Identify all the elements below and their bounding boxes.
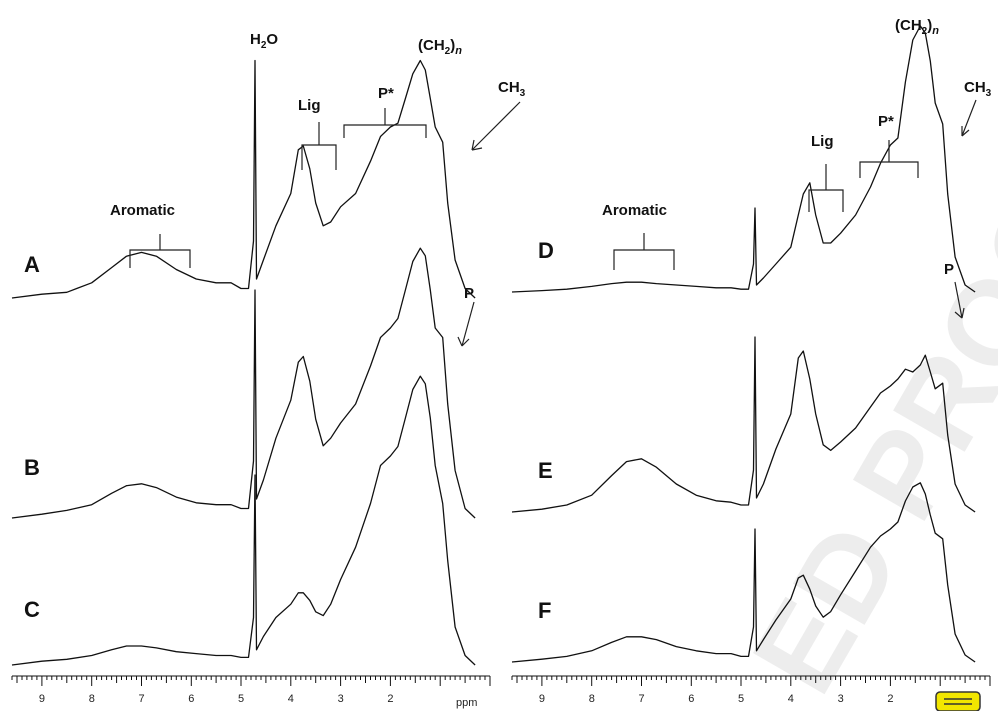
arrow-ch3-left <box>471 101 521 151</box>
label-aromatic-left: Aromatic <box>110 202 175 219</box>
x-tick-label: 6 <box>688 693 694 705</box>
spectra-traces <box>11 25 976 666</box>
spectrum-trace-c <box>11 375 476 666</box>
x-tick-label: 8 <box>89 693 95 705</box>
x-tick-label: 3 <box>838 693 844 705</box>
label-p-right: P <box>944 261 954 278</box>
arrow-ch3-right <box>961 99 977 137</box>
spectrum-trace-b <box>11 247 476 519</box>
spectrum-trace-d <box>511 25 976 293</box>
spectrum-trace-a <box>11 59 476 299</box>
x-tick-label: 4 <box>288 693 294 705</box>
spectrum-label-b: B <box>24 455 40 480</box>
x-tick-label: 2 <box>887 693 893 705</box>
x-tick-label: 4 <box>788 693 794 705</box>
label-pstar-left: P* <box>378 85 394 102</box>
arrow-p-right <box>954 281 965 319</box>
x-tick-label: 8 <box>589 693 595 705</box>
proof-watermark: ED PROOF <box>727 104 998 711</box>
bracket-aromatic-right <box>613 233 675 270</box>
x-tick-label: 7 <box>639 693 645 705</box>
x-tick-label: 5 <box>238 693 244 705</box>
bracket-pstar-right <box>859 140 919 178</box>
bracket-lig-right <box>808 164 844 212</box>
spectrum-label-e: E <box>538 458 553 483</box>
x-axis-unit: ppm <box>456 697 477 709</box>
spectrum-label-f: F <box>538 598 551 623</box>
x-axis-right: 9 8 7 6 5 4 3 2 <box>511 675 991 705</box>
label-ch2n-right: (CH2)n <box>895 17 939 37</box>
spectrum-label-c: C <box>24 597 40 622</box>
bracket-lig-left <box>301 122 337 170</box>
spectrum-trace-f <box>511 482 976 663</box>
spectrum-trace-e <box>511 336 976 513</box>
label-p-left: P <box>464 285 474 302</box>
label-ch3-left: CH3 <box>498 79 526 99</box>
x-tick-label: 7 <box>139 693 145 705</box>
label-ch2n-left: (CH2)n <box>418 37 462 57</box>
label-lig-right: Lig <box>811 133 834 150</box>
label-lig-left: Lig <box>298 97 321 114</box>
spectrum-label-d: D <box>538 238 554 263</box>
bracket-aromatic-left <box>129 234 191 268</box>
label-pstar-right: P* <box>878 113 894 130</box>
x-tick-label: 9 <box>539 693 545 705</box>
highlight-marker[interactable] <box>935 691 981 712</box>
spectrum-label-a: A <box>24 252 40 277</box>
bracket-pstar-left <box>343 108 427 138</box>
x-tick-label: 3 <box>338 693 344 705</box>
label-ch3-right: CH3 <box>964 79 992 99</box>
label-water: H2O <box>250 31 278 51</box>
arrow-p-left <box>457 301 475 347</box>
x-tick-label: 5 <box>738 693 744 705</box>
x-tick-label: 6 <box>188 693 194 705</box>
label-aromatic-right: Aromatic <box>602 202 667 219</box>
x-tick-label: 9 <box>39 693 45 705</box>
x-axis-left: 9 8 7 6 5 4 3 2 ppm <box>11 675 491 709</box>
x-tick-label: 2 <box>387 693 393 705</box>
